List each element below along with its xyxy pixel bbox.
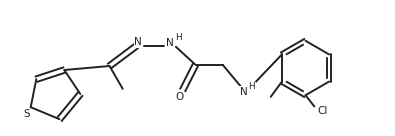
Text: O: O [175,92,183,102]
Text: S: S [23,109,30,119]
Text: N: N [134,37,142,47]
Text: N: N [166,38,174,48]
Text: N: N [240,87,247,97]
Text: H: H [248,82,255,91]
Text: H: H [175,33,182,42]
Text: Cl: Cl [317,106,327,116]
